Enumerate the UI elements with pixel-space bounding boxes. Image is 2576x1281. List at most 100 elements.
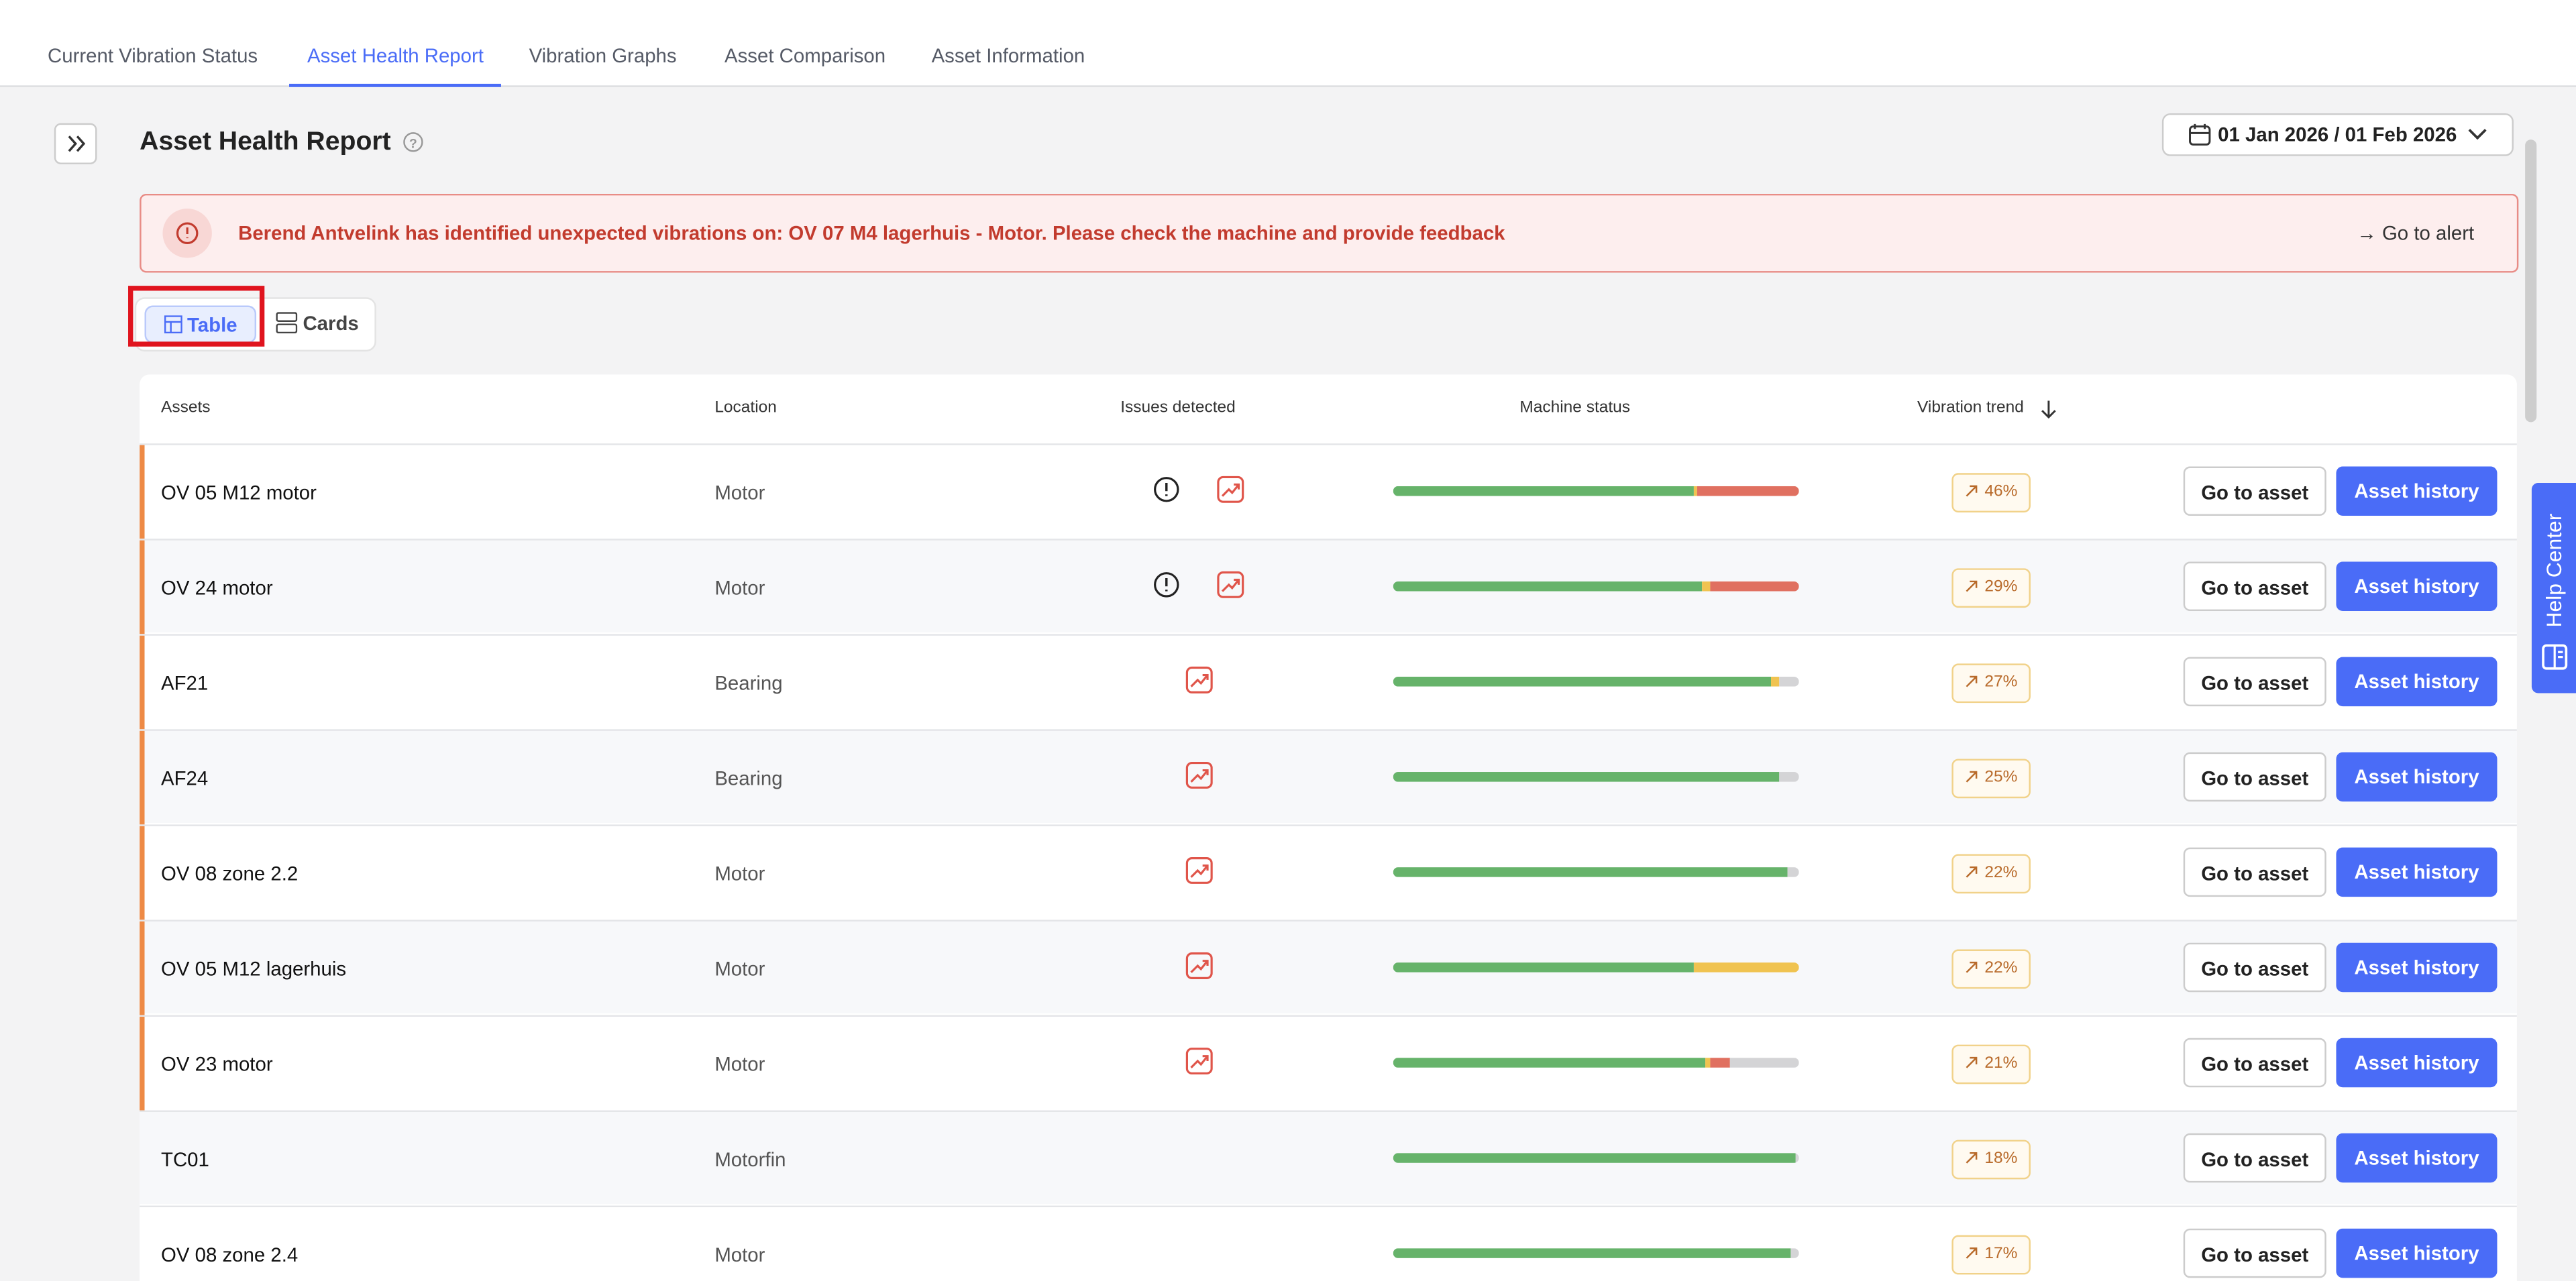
tab-bar [0, 0, 2576, 87]
go-to-asset-button[interactable]: Go to asset [2184, 467, 2326, 516]
sort-icon [2039, 399, 2058, 419]
asset-history-button[interactable]: Asset history [2336, 943, 2497, 992]
trend-value: 29% [1984, 578, 2017, 596]
cards-view-button[interactable]: Cards [276, 306, 371, 343]
calendar-icon [2187, 121, 2213, 148]
table-row: AF24Bearing25%Go to assetAsset history [140, 729, 2517, 823]
icon-line [1191, 961, 1208, 972]
status-segment [1770, 677, 1778, 687]
arrow [1966, 962, 1976, 972]
trend-badge: 17% [1951, 1235, 2031, 1275]
trend-value: 21% [1984, 1054, 2017, 1072]
trend-arrow [1965, 1247, 1978, 1260]
table-row: OV 23 motorMotor21%Go to assetAsset hist… [140, 1015, 2517, 1109]
icon-line [1191, 675, 1208, 687]
go-to-asset-button[interactable]: Go to asset [2184, 1133, 2326, 1182]
column-header: Assets [161, 399, 211, 417]
status-bar [1393, 962, 1799, 972]
go-to-asset-button[interactable]: Go to asset [2184, 753, 2326, 801]
icon-line [1222, 579, 1238, 591]
trend-arrow [1965, 866, 1978, 879]
trend-badge: 18% [1951, 1140, 2031, 1180]
trend-badge: 27% [1951, 663, 2031, 703]
date-range: 01 Jan 2026 / 01 Feb 2026 [2218, 123, 2457, 146]
tab[interactable]: Current Vibration Status [48, 44, 258, 67]
alert-text: Berend Antvelink has identified unexpect… [238, 222, 1505, 245]
status-segment [1778, 677, 1799, 687]
arrow [1966, 772, 1976, 782]
arrow [1966, 486, 1976, 496]
go-to-asset-button[interactable]: Go to asset [2184, 562, 2326, 611]
table-row: OV 08 zone 2.4Motor17%Go to assetAsset h… [140, 1206, 2517, 1281]
asset-history-button[interactable]: Asset history [2336, 1038, 2497, 1087]
asset-history-button[interactable]: Asset history [2336, 1229, 2497, 1278]
asset-name: OV 23 motor [161, 1053, 273, 1076]
trend-arrow [1965, 579, 1978, 593]
location: Motor [714, 958, 765, 981]
help-icon[interactable]: ? [403, 131, 425, 153]
icon-line [1191, 771, 1208, 782]
sidebar-toggle[interactable] [54, 123, 97, 164]
status-segment [1730, 1058, 1799, 1068]
status-segment [1786, 867, 1799, 877]
trend-badge: 21% [1951, 1045, 2031, 1084]
table-row: OV 08 zone 2.2Motor22%Go to assetAsset h… [140, 824, 2517, 918]
asset-name: OV 08 zone 2.4 [161, 1243, 298, 1266]
trend-value: 18% [1984, 1150, 2017, 1168]
asset-history-button[interactable]: Asset history [2336, 1133, 2497, 1182]
status-bar [1393, 581, 1799, 592]
svg-text:?: ? [410, 136, 418, 151]
table-row: OV 24 motorMotor29%Go to assetAsset hist… [140, 539, 2517, 632]
status-segment [1791, 1248, 1799, 1258]
alert-icon [1151, 475, 1181, 504]
cards-icon [276, 312, 297, 333]
tab[interactable]: Asset Health Report [307, 44, 484, 67]
go-to-asset-button[interactable]: Go to asset [2184, 657, 2326, 706]
go-to-alert[interactable]: → Go to alert [2357, 222, 2474, 245]
flag-border [140, 731, 144, 825]
view-label: Cards [303, 312, 358, 335]
arrow [1966, 867, 1976, 877]
date-picker[interactable]: 01 Jan 2026 / 01 Feb 2026 [2162, 113, 2514, 156]
trend-arrow [1965, 961, 1978, 974]
icon-box [1218, 572, 1242, 597]
location: Motor [714, 482, 765, 504]
go-to-asset-button[interactable]: Go to asset [2184, 943, 2326, 992]
trend-icon [1185, 761, 1214, 790]
arrow [1966, 677, 1976, 687]
trend-value: 27% [1984, 673, 2017, 691]
tab[interactable]: Asset Information [932, 44, 1085, 67]
go-to-asset-button[interactable]: Go to asset [2184, 1038, 2326, 1087]
status-segment [1795, 1153, 1799, 1163]
expand-icon [56, 125, 95, 162]
go-to-asset-button[interactable]: Go to asset [2184, 848, 2326, 897]
asset-name: OV 05 M12 motor [161, 482, 317, 504]
asset-history-button[interactable]: Asset history [2336, 657, 2497, 706]
flag-border [140, 541, 144, 634]
tab[interactable]: Vibration Graphs [529, 44, 677, 67]
icon-line [1222, 484, 1238, 496]
go-to-asset-button[interactable]: Go to asset [2184, 1229, 2326, 1278]
flag-border [140, 445, 144, 539]
asset-history-button[interactable]: Asset history [2336, 562, 2497, 611]
asset-history-button[interactable]: Asset history [2336, 753, 2497, 801]
table-row: AF21 Bearing 27% Go to assetAsset history [140, 634, 2517, 728]
location: Bearing [714, 672, 782, 695]
trend-icon [1185, 856, 1214, 885]
table-row: OV 05 M12 motor Motor 46% Go to assetAsset … [140, 443, 2517, 537]
trend-badge: 29% [1951, 568, 2031, 608]
tab[interactable]: Asset Comparison [724, 44, 885, 67]
status-segment [1393, 867, 1787, 877]
trend-icon [1185, 951, 1214, 981]
status-bar [1393, 486, 1799, 496]
asset-name: AF21 [161, 672, 208, 695]
status-bar [1393, 677, 1799, 687]
asset-history-button[interactable]: Asset history [2336, 848, 2497, 897]
flag-border [140, 1017, 144, 1111]
asset-history-button[interactable]: Asset history [2336, 467, 2497, 516]
alert-banner: Berend Antvelink has identified unexpect… [140, 194, 2518, 273]
trend-badge: 46% [1951, 473, 2031, 512]
trend-value: 22% [1984, 864, 2017, 882]
help-center-tab[interactable]: Help Center [2532, 483, 2576, 693]
trend-icon [1185, 665, 1214, 695]
